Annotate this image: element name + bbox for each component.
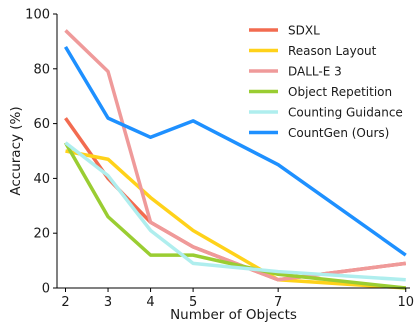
x-tick-label: 5 bbox=[189, 295, 197, 310]
axes bbox=[56, 14, 410, 289]
x-tick-label: 2 bbox=[61, 295, 69, 310]
series-line-dall-e-3 bbox=[64, 29, 406, 282]
y-tick-label: 80 bbox=[33, 62, 50, 77]
x-tick-label: 7 bbox=[274, 295, 282, 310]
legend-label-sdxl: SDXL bbox=[288, 24, 320, 38]
x-tick-label: 10 bbox=[397, 295, 414, 310]
legend: SDXL Reason Layout DALL-E 3 Object Repetiti… bbox=[249, 24, 403, 140]
x-tick-label: 3 bbox=[104, 295, 112, 310]
plot-lines bbox=[63, 29, 407, 290]
y-tick-label: 0 bbox=[42, 282, 50, 297]
y-tick-label: 100 bbox=[25, 8, 50, 23]
y-tick-label: 40 bbox=[33, 172, 50, 187]
legend-label-counting-guidance: Counting Guidance bbox=[288, 106, 403, 120]
y-ticks: 0 20 40 60 80 100 bbox=[25, 8, 57, 297]
series-line-reason-layout bbox=[65, 149, 406, 290]
y-axis-title: Accuracy (%) bbox=[8, 106, 24, 195]
x-axis-title: Number of Objects bbox=[170, 307, 297, 323]
series-line-counting-guidance bbox=[64, 141, 406, 282]
legend-label-reason-layout: Reason Layout bbox=[288, 44, 377, 58]
x-ticks: 2 3 4 5 7 10 bbox=[61, 288, 414, 310]
series-line-countgen-ours bbox=[64, 45, 407, 257]
series-line-object-repetition bbox=[63, 141, 406, 290]
legend-label-object-repetition: Object Repetition bbox=[288, 85, 392, 99]
legend-label-dall-e-3: DALL-E 3 bbox=[288, 65, 342, 79]
x-tick-label: 4 bbox=[146, 295, 154, 310]
y-tick-label: 20 bbox=[33, 227, 50, 242]
legend-label-countgen-ours: CountGen (Ours) bbox=[288, 126, 389, 140]
y-tick-label: 60 bbox=[33, 117, 50, 132]
